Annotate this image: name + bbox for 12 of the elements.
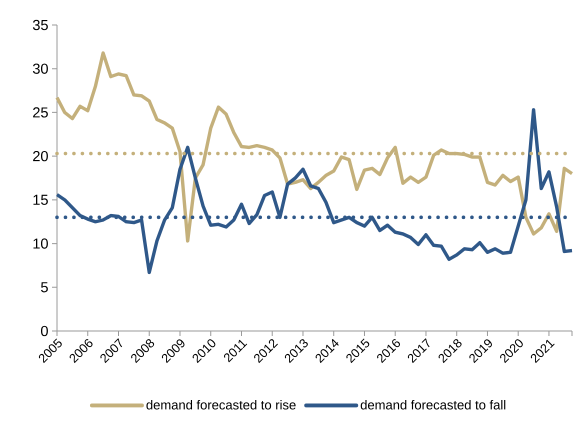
line-series xyxy=(55,51,574,243)
line-series xyxy=(55,108,574,274)
y-tick-label: 30 xyxy=(32,64,48,74)
y-tick-label: 5 xyxy=(41,282,48,292)
legend-label: demand forecasted to rise xyxy=(146,400,296,410)
y-tick-label: 10 xyxy=(33,238,48,249)
y-tick-label: 25 xyxy=(33,107,48,118)
y-tick-label: 0 xyxy=(40,326,48,336)
y-tick-label: 20 xyxy=(33,151,48,162)
legend-label: demand forecasted to fall xyxy=(360,400,506,410)
y-tick-label: 15 xyxy=(33,194,48,205)
y-tick-label: 35 xyxy=(32,20,48,30)
